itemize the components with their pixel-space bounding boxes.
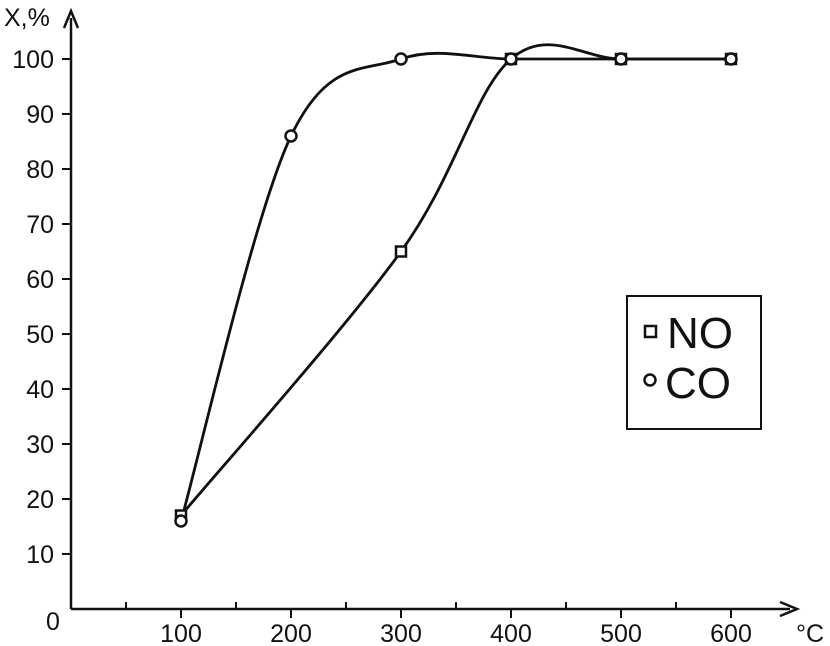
y-axis: 10 20 30 40 50 60 70 80 90 100 X,% (4, 4, 80, 609)
y-tick-label: 10 (26, 541, 54, 569)
data-point-co (724, 52, 738, 66)
series-layer (174, 43, 738, 528)
legend-label-co: CO (665, 359, 731, 408)
y-axis-arrow-icon (62, 7, 80, 29)
x-tick-label: 500 (600, 620, 642, 646)
data-point-co (614, 52, 628, 66)
x-axis-arrow-icon (779, 600, 801, 618)
x-tick-label: 200 (270, 620, 312, 646)
y-ticks: 10 20 30 40 50 60 70 80 90 100 (12, 46, 71, 569)
y-tick-label: 80 (26, 156, 54, 184)
legend-square-marker-icon (643, 324, 658, 339)
x-axis-title: °C (796, 620, 824, 646)
y-tick-label: 30 (26, 431, 54, 459)
series-line-co (179, 51, 731, 522)
y-tick-label: 20 (26, 486, 54, 514)
legend-label-no: NO (667, 309, 733, 358)
x-tick-label: 400 (490, 620, 532, 646)
legend-box (626, 295, 762, 430)
x-ticks: 100 200 300 400 500 600 (125, 602, 752, 646)
y-tick-label: 90 (26, 101, 54, 129)
y-tick-label: 70 (26, 211, 54, 239)
x-tick-label: 300 (380, 620, 422, 646)
legend: NO CO (626, 295, 762, 430)
y-tick-label: 60 (26, 266, 54, 294)
data-point-co (174, 514, 188, 528)
data-point-co (504, 52, 518, 66)
data-point-co (394, 52, 408, 66)
data-point-co (284, 129, 298, 143)
y-tick-label: 100 (12, 46, 54, 74)
x-tick-label: 100 (160, 620, 202, 646)
x-axis: 100 200 300 400 500 600 °C 0 (46, 600, 824, 646)
series-line-no (179, 43, 731, 517)
data-point-no (394, 245, 408, 258)
y-tick-label: 40 (26, 376, 54, 404)
x-tick-label: 600 (710, 620, 752, 646)
origin-label: 0 (46, 608, 60, 636)
legend-circle-marker-icon (643, 373, 657, 387)
y-axis-title: X,% (4, 4, 50, 32)
y-tick-label: 50 (26, 321, 54, 349)
